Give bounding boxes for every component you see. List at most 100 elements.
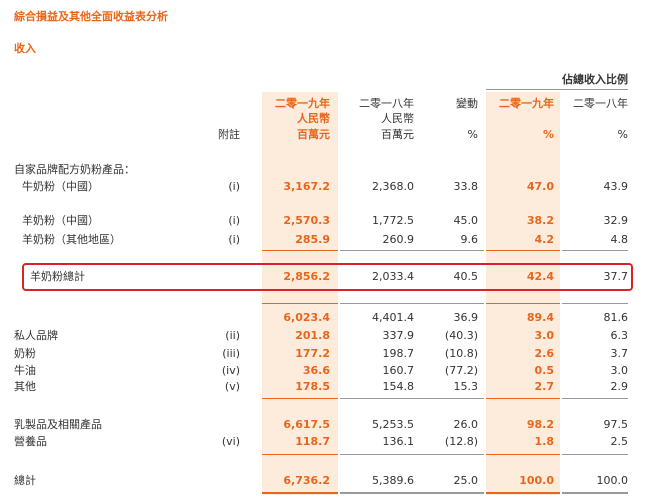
row-change: 33.8 — [453, 180, 479, 193]
row-value-2019: 6,023.4 — [283, 311, 330, 324]
row-value-2018: 2,033.4 — [372, 270, 414, 283]
total-rule-pct-2019 — [486, 492, 560, 494]
header-pct-2019: 二零一九年 — [499, 97, 554, 110]
row-change: 36.9 — [453, 311, 479, 324]
subtotal-rule-2019 — [262, 250, 338, 251]
row-pct-2019: 42.4 — [526, 270, 554, 283]
header-pct-2018-unit: % — [617, 128, 628, 141]
rule-pct-2018 — [562, 454, 628, 455]
row-value-2019: 3,167.2 — [283, 180, 330, 193]
row-value-2018: 1,772.5 — [372, 214, 414, 227]
share-group-rule — [486, 89, 628, 90]
row-change: 9.6 — [460, 233, 479, 246]
row-note: (iii) — [222, 347, 240, 360]
row-pct-2018: 3.0 — [610, 364, 629, 377]
row-value-2019: 2,856.2 — [283, 270, 330, 283]
row-change: (10.8) — [444, 347, 478, 360]
row-note: (vi) — [221, 435, 240, 448]
row-value-2018: 2,368.0 — [372, 180, 414, 193]
total-rule-2019 — [262, 492, 338, 494]
row-pct-2018: 32.9 — [603, 214, 629, 227]
row-pct-2018: 2.9 — [610, 380, 629, 393]
row-value-2018: 136.1 — [382, 435, 415, 448]
header-2018-unit: 百萬元 — [381, 128, 414, 141]
row-pct-2019: 47.0 — [526, 180, 554, 193]
row-label: 奶粉 — [14, 347, 36, 360]
row-pct-2019: 2.7 — [534, 380, 555, 393]
rule-2018 — [340, 398, 484, 399]
row-value-2019: 118.7 — [295, 435, 330, 448]
subtotal-rule-pct-2018 — [562, 250, 628, 251]
header-2018-year: 二零一八年 — [359, 97, 414, 110]
header-note: 附註 — [218, 128, 240, 141]
page-title: 綜合損益及其他全面收益表分析 — [14, 10, 168, 23]
row-label: 乳製品及相關產品 — [14, 418, 102, 431]
header-2018-currency: 人民幣 — [381, 112, 414, 125]
row-note: (i) — [228, 233, 240, 246]
highlight-column-2019 — [262, 92, 338, 495]
row-change: 40.5 — [453, 270, 479, 283]
subtotal-rule-2018 — [340, 250, 484, 251]
row-pct-2019: 89.4 — [526, 311, 554, 324]
row-change: 45.0 — [453, 214, 479, 227]
row-pct-2018: 3.7 — [610, 347, 629, 360]
header-pct-2019-unit: % — [542, 128, 554, 141]
subtotal-rule-pct-2019 — [486, 250, 560, 251]
row-label: 私人品牌 — [14, 329, 58, 342]
rule-pct-2018 — [562, 303, 628, 304]
row-change: 25.0 — [453, 474, 479, 487]
section-title: 收入 — [14, 42, 36, 55]
row-pct-2018: 6.3 — [610, 329, 629, 342]
row-label: 營養品 — [14, 435, 47, 448]
rule-2019 — [262, 454, 338, 455]
row-change: (12.8) — [444, 435, 478, 448]
group-heading: 自家品牌配方奶粉產品： — [14, 163, 135, 176]
row-value-2019: 178.5 — [295, 380, 330, 393]
share-group-header: 佔總收入比例 — [562, 73, 628, 86]
rule-pct-2018 — [562, 398, 628, 399]
row-value-2018: 4,401.4 — [372, 311, 414, 324]
row-pct-2019: 0.5 — [534, 364, 555, 377]
row-pct-2018: 100.0 — [596, 474, 629, 487]
row-value-2019: 2,570.3 — [283, 214, 330, 227]
row-note: (ii) — [225, 329, 240, 342]
row-value-2018: 154.8 — [382, 380, 415, 393]
rule-pct-2019 — [486, 454, 560, 455]
row-value-2018: 5,389.6 — [372, 474, 414, 487]
row-value-2019: 201.8 — [295, 329, 330, 342]
row-note: (iv) — [221, 364, 240, 377]
row-value-2019: 177.2 — [295, 347, 330, 360]
header-change-unit: % — [467, 128, 478, 141]
header-pct-2018: 二零一八年 — [573, 97, 628, 110]
row-value-2018: 5,253.5 — [372, 418, 414, 431]
header-change: 變動 — [456, 97, 478, 110]
row-pct-2019: 2.6 — [534, 347, 555, 360]
rule-2019 — [262, 303, 338, 304]
row-label: 牛油 — [14, 364, 36, 377]
rule-2018 — [340, 454, 484, 455]
row-note: (v) — [224, 380, 240, 393]
rule-pct-2019 — [486, 303, 560, 304]
row-pct-2018: 37.7 — [603, 270, 629, 283]
rule-2018 — [340, 303, 484, 304]
total-rule-pct-2018 — [562, 492, 628, 494]
row-label: 羊奶粉總計 — [30, 270, 85, 283]
row-pct-2019: 98.2 — [526, 418, 554, 431]
rule-pct-2019 — [486, 398, 560, 399]
row-value-2018: 160.7 — [382, 364, 415, 377]
header-2019-year: 二零一九年 — [275, 97, 330, 110]
row-pct-2019: 1.8 — [534, 435, 555, 448]
row-label: 總計 — [14, 474, 36, 487]
row-value-2019: 6,736.2 — [283, 474, 330, 487]
row-change: 26.0 — [453, 418, 479, 431]
row-pct-2019: 100.0 — [519, 474, 554, 487]
row-value-2019: 285.9 — [295, 233, 330, 246]
row-label: 羊奶粉（中國） — [22, 214, 99, 227]
row-change: (40.3) — [444, 329, 478, 342]
row-value-2018: 198.7 — [382, 347, 415, 360]
row-value-2019: 6,617.5 — [283, 418, 330, 431]
header-2019-currency: 人民幣 — [297, 112, 330, 125]
row-pct-2018: 43.9 — [603, 180, 629, 193]
row-change: (77.2) — [444, 364, 478, 377]
row-label: 其他 — [14, 380, 36, 393]
